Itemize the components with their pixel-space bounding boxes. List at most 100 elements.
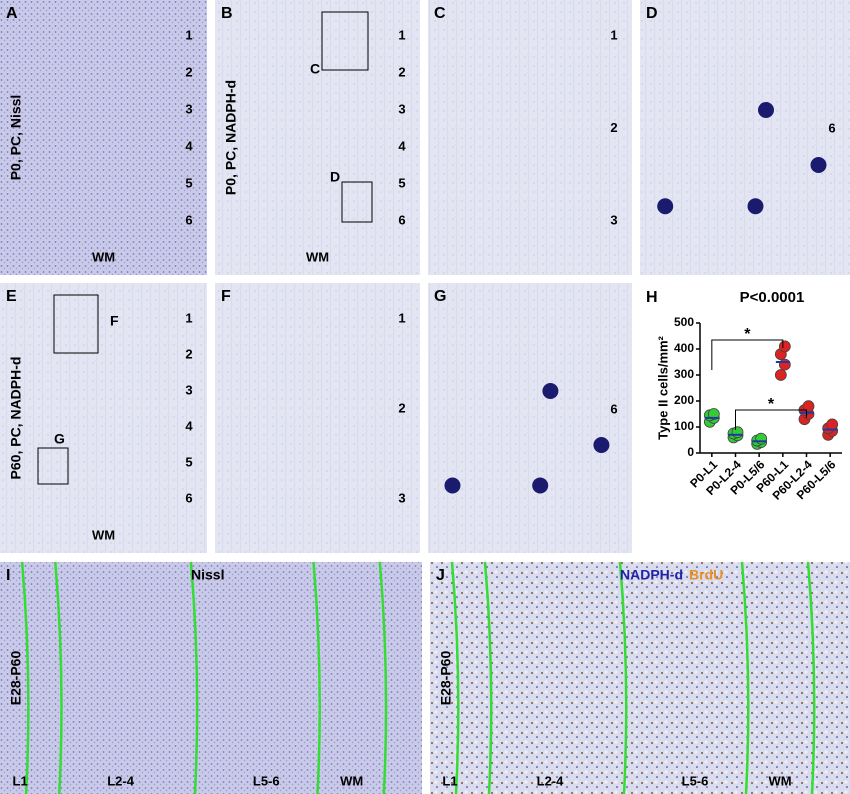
side-label: P0, PC, Nissl	[8, 95, 24, 181]
inset-letter: C	[310, 61, 320, 77]
layer-boundary	[378, 561, 388, 794]
wm-label: WM	[92, 527, 115, 542]
layer-label: 3	[185, 101, 192, 116]
data-point	[755, 432, 768, 445]
layer-label: 2	[610, 120, 617, 135]
panel-letter: G	[434, 288, 446, 305]
region-label: WM	[768, 773, 791, 788]
inset-box	[53, 294, 99, 354]
micrograph	[215, 283, 420, 553]
side-label: E28-P60	[438, 651, 454, 706]
region-label: L2-4	[107, 773, 135, 788]
layer-label: 1	[185, 27, 192, 42]
layer-label: 1	[398, 310, 405, 325]
region-label: L5-6	[253, 773, 280, 788]
significance-bracket	[711, 339, 784, 370]
inset-letter: D	[330, 169, 340, 185]
micrograph	[0, 283, 207, 553]
layer-label: 5	[185, 454, 192, 469]
layer-boundary	[806, 561, 816, 794]
layer-boundary	[483, 561, 493, 794]
layer-label: 2	[185, 64, 192, 79]
layer-label: 2	[398, 64, 405, 79]
stain-label: Nissl	[191, 567, 224, 583]
neuron	[657, 198, 674, 215]
micrograph	[640, 0, 850, 275]
layer-label: 4	[185, 138, 193, 153]
wm-label: WM	[306, 249, 329, 264]
micrograph	[428, 283, 632, 553]
y-tick-label: 500	[674, 315, 694, 329]
inset-box	[321, 11, 369, 71]
micrograph	[215, 0, 420, 275]
significance-star: *	[744, 326, 751, 343]
layer-boundary	[312, 561, 321, 794]
stain-label: BrdU	[689, 567, 723, 583]
significance-bracket	[735, 409, 807, 430]
layer-label: 1	[610, 27, 617, 42]
layer-label: 3	[398, 490, 405, 505]
layer-label: 6	[398, 212, 405, 227]
chart-title: P<0.0001	[740, 289, 805, 306]
y-tick-label: 100	[674, 419, 694, 433]
panel-letter: E	[6, 288, 17, 305]
layer-label: 3	[398, 101, 405, 116]
region-label: L1	[13, 773, 28, 788]
region-label: L2-4	[537, 773, 565, 788]
data-point	[774, 369, 787, 381]
neuron	[758, 102, 774, 118]
data-point	[826, 418, 839, 431]
panel-letter: C	[434, 5, 446, 22]
y-tick-label: 400	[674, 341, 694, 355]
stain-label: NADPH-d	[620, 567, 683, 583]
region-label: L5-6	[682, 773, 709, 788]
layer-label: 4	[398, 138, 406, 153]
layer-label: 5	[185, 175, 192, 190]
layer-label: 3	[610, 212, 617, 227]
data-point	[707, 408, 720, 420]
y-axis-label: Type II cells/mm²	[655, 335, 670, 439]
neuron	[542, 383, 559, 399]
side-label: E28-P60	[8, 651, 24, 706]
significance-star: *	[768, 396, 775, 413]
inset-box	[37, 447, 69, 485]
layer-label: 3	[185, 382, 192, 397]
inset-letter: F	[110, 313, 119, 329]
layer-boundary	[618, 561, 628, 794]
panel-letter: H	[646, 289, 658, 306]
layer-label: 6	[185, 490, 192, 505]
neuron	[532, 477, 549, 494]
inset-box	[341, 181, 373, 223]
y-tick-label: 200	[674, 393, 694, 407]
region-label: L1	[442, 773, 457, 788]
micrograph	[0, 0, 207, 275]
layer-boundary	[450, 561, 460, 794]
layer-label: 6	[828, 121, 835, 136]
panel-letter: A	[6, 5, 18, 22]
y-tick-label: 0	[687, 445, 694, 459]
layer-boundary	[189, 561, 199, 794]
panel-letter: I	[6, 567, 10, 584]
layer-boundary	[54, 561, 63, 794]
layer-label: 5	[398, 175, 405, 190]
neuron	[444, 477, 461, 494]
layer-label: 6	[185, 212, 192, 227]
layer-boundary	[740, 561, 750, 794]
side-label: P60, PC, NADPH-d	[8, 357, 24, 480]
layer-label: 4	[185, 418, 193, 433]
layer-boundary	[20, 561, 30, 794]
micrograph	[428, 0, 632, 275]
neuron	[747, 198, 764, 215]
layer-label: 6	[610, 401, 617, 416]
data-point	[731, 426, 744, 439]
micrograph	[430, 562, 850, 794]
inset-letter: G	[54, 431, 65, 447]
layer-label: 2	[398, 400, 405, 415]
panel-letter: B	[221, 5, 233, 22]
y-tick-label: 300	[674, 367, 694, 381]
data-point	[778, 358, 791, 371]
panel-letter: D	[646, 5, 658, 22]
micrograph	[0, 562, 422, 794]
data-point	[778, 340, 791, 353]
